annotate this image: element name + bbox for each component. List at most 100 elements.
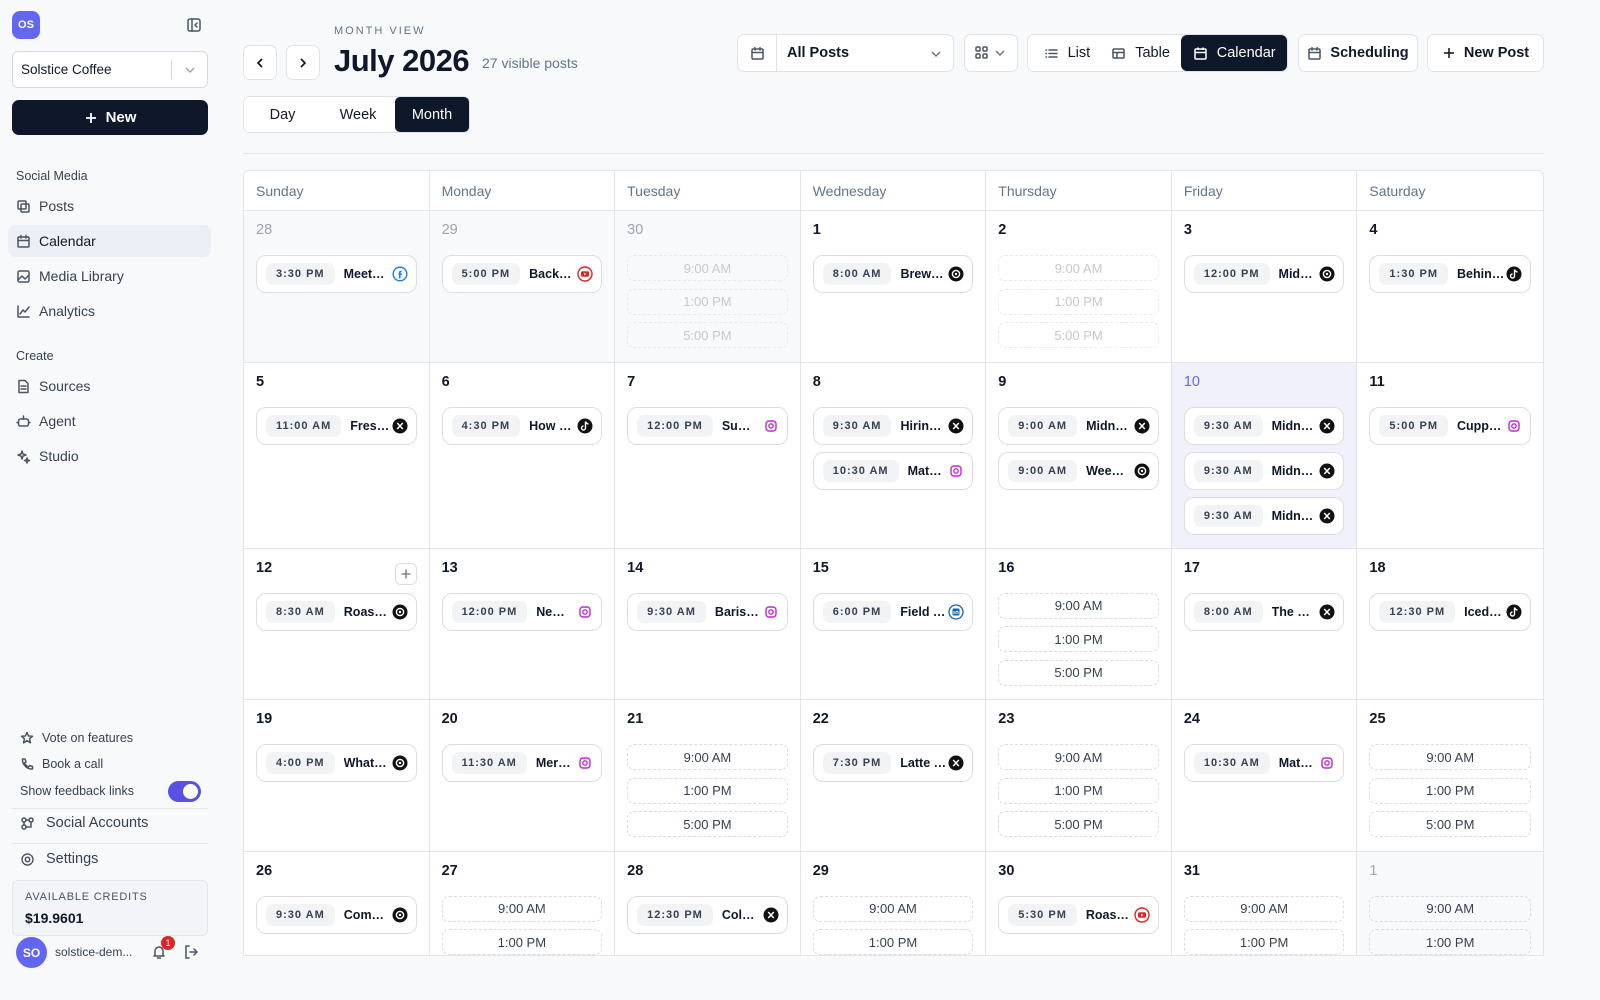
scheduling-button[interactable]: Scheduling bbox=[1298, 34, 1418, 72]
new-button[interactable]: New bbox=[12, 100, 208, 135]
add-post-button[interactable] bbox=[394, 562, 417, 585]
day-cell[interactable]: 20 11:30 AM Mer… bbox=[429, 700, 616, 852]
collapse-icon[interactable] bbox=[186, 17, 202, 33]
empty-slot[interactable]: 1:00 PM bbox=[1369, 929, 1531, 955]
post-card[interactable]: 12:00 PM Su… bbox=[627, 406, 788, 445]
post-card[interactable]: 9:30 AM Com… bbox=[256, 895, 417, 934]
empty-slot[interactable]: 5:00 PM bbox=[627, 811, 788, 837]
post-card[interactable]: 9:30 AM Midn… bbox=[1183, 406, 1345, 445]
post-card[interactable]: 9:00 AM Wee… bbox=[998, 451, 1159, 490]
empty-slot[interactable]: 1:00 PM bbox=[627, 288, 788, 315]
prev-button[interactable] bbox=[243, 45, 277, 80]
day-cell[interactable]: 27 9:00 AM 1:00 PM bbox=[429, 851, 616, 955]
day-cell[interactable]: 19 4:00 PM What… bbox=[244, 700, 430, 852]
toggle[interactable] bbox=[168, 781, 201, 802]
nav-item[interactable]: Agent bbox=[8, 405, 211, 437]
workspace-select[interactable]: Solstice Coffee bbox=[12, 51, 208, 88]
next-button[interactable] bbox=[286, 45, 320, 80]
empty-slot[interactable]: 9:00 AM bbox=[1369, 744, 1531, 770]
day-cell[interactable]: 31 9:00 AM 1:00 PM bbox=[1171, 851, 1358, 955]
empty-slot[interactable]: 5:00 PM bbox=[1369, 811, 1531, 837]
workspace-avatar[interactable]: OS bbox=[12, 11, 40, 39]
post-card[interactable]: 11:00 AM Fres… bbox=[256, 406, 417, 445]
day-cell[interactable]: 24 10:30 AM Mat… bbox=[1171, 700, 1358, 852]
post-card[interactable]: 12:00 PM Ne… bbox=[441, 592, 603, 631]
empty-slot[interactable]: 9:00 AM bbox=[812, 895, 974, 922]
post-card[interactable]: 12:30 PM Iced… bbox=[1369, 592, 1531, 631]
link[interactable]: Vote on features bbox=[20, 731, 133, 745]
empty-slot[interactable]: 1:00 PM bbox=[998, 626, 1159, 652]
bell[interactable] bbox=[151, 944, 167, 960]
day-cell[interactable]: 22 7:30 PM Latte … bbox=[800, 700, 987, 852]
empty-slot[interactable]: 9:00 AM bbox=[441, 895, 603, 922]
post-card[interactable]: 3:30 PM Meet… bbox=[256, 255, 417, 293]
post-card[interactable]: 9:30 AM Baris… bbox=[627, 592, 788, 631]
day-cell[interactable]: 29 5:00 PM Back… bbox=[429, 211, 616, 363]
day-cell[interactable]: 1 8:00 AM Brew… bbox=[800, 211, 987, 363]
post-card[interactable]: 10:30 AM Mat… bbox=[1183, 744, 1345, 782]
empty-slot[interactable]: 5:00 PM bbox=[998, 659, 1159, 686]
day-cell[interactable]: 29 9:00 AM 1:00 PM bbox=[800, 851, 987, 955]
day-cell[interactable]: 13 12:00 PM Ne… bbox=[429, 548, 616, 700]
post-card[interactable]: 9:30 AM Hirin… bbox=[812, 406, 974, 445]
day-cell[interactable]: 30 9:00 AM 1:00 PM 5:00 PM bbox=[615, 211, 801, 363]
post-card[interactable]: 11:30 AM Mer… bbox=[441, 744, 603, 782]
day-cell[interactable]: 5 11:00 AM Fres… bbox=[244, 362, 430, 549]
nav-item[interactable]: Sources bbox=[8, 370, 211, 402]
post-card[interactable]: 4:30 PM How … bbox=[441, 406, 603, 445]
range-tab[interactable]: Day bbox=[269, 106, 296, 123]
post-card[interactable]: 7:30 PM Latte … bbox=[812, 744, 974, 782]
day-cell[interactable]: 14 9:30 AM Baris… bbox=[615, 548, 801, 700]
day-cell[interactable]: 2 9:00 AM 1:00 PM 5:00 PM bbox=[986, 211, 1172, 363]
day-cell[interactable]: 9 9:00 AM Midn… 9:00 AM Wee… bbox=[986, 362, 1172, 549]
post-card[interactable]: 9:00 AM Midn… bbox=[998, 406, 1159, 445]
empty-slot[interactable]: 9:00 AM bbox=[998, 744, 1159, 770]
empty-slot[interactable]: 5:00 PM bbox=[627, 322, 788, 348]
empty-slot[interactable]: 1:00 PM bbox=[441, 929, 603, 955]
empty-slot[interactable]: 1:00 PM bbox=[1369, 777, 1531, 804]
day-cell[interactable]: 11 5:00 PM Cupp… bbox=[1357, 362, 1543, 549]
post-card[interactable]: 5:00 PM Cupp… bbox=[1369, 406, 1531, 445]
day-cell[interactable]: 8 9:30 AM Hirin… 10:30 AM Mat… bbox=[800, 362, 987, 549]
post-card[interactable]: 1:30 PM Behin… bbox=[1369, 255, 1531, 293]
post-card[interactable]: 10:30 AM Mat… bbox=[812, 451, 974, 490]
post-card[interactable]: 5:00 PM Back… bbox=[441, 255, 603, 293]
day-cell[interactable]: 23 9:00 AM 1:00 PM 5:00 PM bbox=[986, 700, 1172, 852]
post-card[interactable]: 4:00 PM What… bbox=[256, 744, 417, 782]
nav-item[interactable]: Posts bbox=[8, 190, 211, 222]
day-cell[interactable]: 6 4:30 PM How … bbox=[429, 362, 616, 549]
day-cell[interactable]: 18 12:30 PM Iced… bbox=[1357, 548, 1543, 700]
post-card[interactable]: 12:00 PM Mid… bbox=[1183, 255, 1345, 293]
empty-slot[interactable]: 1:00 PM bbox=[998, 777, 1159, 804]
post-card[interactable]: 5:30 PM Roas… bbox=[998, 895, 1159, 934]
day-cell[interactable]: 16 9:00 AM 1:00 PM 5:00 PM bbox=[986, 548, 1172, 700]
day-cell[interactable]: 3 12:00 PM Mid… bbox=[1171, 211, 1358, 363]
view-list[interactable]: List bbox=[1028, 45, 1100, 61]
new-post-button[interactable]: New Post bbox=[1427, 34, 1544, 72]
day-cell[interactable]: 30 5:30 PM Roas… bbox=[986, 851, 1172, 955]
empty-slot[interactable]: 9:00 AM bbox=[627, 255, 788, 281]
layout-dropdown[interactable] bbox=[964, 34, 1018, 72]
post-card[interactable]: 6:00 PM Field … bbox=[812, 592, 974, 631]
nav-item[interactable]: Analytics bbox=[8, 295, 211, 327]
day-cell[interactable]: 10 9:30 AM Midn… 9:30 AM Midn… 9:30 AM Midn… bbox=[1171, 362, 1358, 549]
day-cell[interactable]: 1 9:00 AM 1:00 PM bbox=[1357, 851, 1543, 955]
empty-slot[interactable]: 1:00 PM bbox=[998, 288, 1159, 315]
empty-slot[interactable]: 9:00 AM bbox=[998, 255, 1159, 281]
nav-item[interactable]: Studio bbox=[8, 440, 211, 472]
view-table[interactable]: Table bbox=[1100, 45, 1182, 61]
settings[interactable]: Settings bbox=[20, 851, 98, 867]
social-accounts[interactable]: Social Accounts bbox=[20, 815, 148, 831]
day-cell[interactable]: 4 1:30 PM Behin… bbox=[1357, 211, 1543, 363]
filter-select[interactable]: All Posts bbox=[737, 34, 954, 72]
link[interactable]: Book a call bbox=[20, 757, 103, 771]
day-cell[interactable]: 21 9:00 AM 1:00 PM 5:00 PM bbox=[615, 700, 801, 852]
empty-slot[interactable]: 1:00 PM bbox=[1183, 929, 1345, 955]
user-avatar[interactable]: SO bbox=[16, 937, 47, 968]
empty-slot[interactable]: 1:00 PM bbox=[812, 929, 974, 955]
empty-slot[interactable]: 1:00 PM bbox=[627, 777, 788, 804]
post-card[interactable]: 9:30 AM Midn… bbox=[1183, 451, 1345, 490]
logout[interactable] bbox=[183, 944, 199, 960]
range-tab[interactable]: Month bbox=[395, 97, 469, 132]
empty-slot[interactable]: 5:00 PM bbox=[998, 322, 1159, 348]
